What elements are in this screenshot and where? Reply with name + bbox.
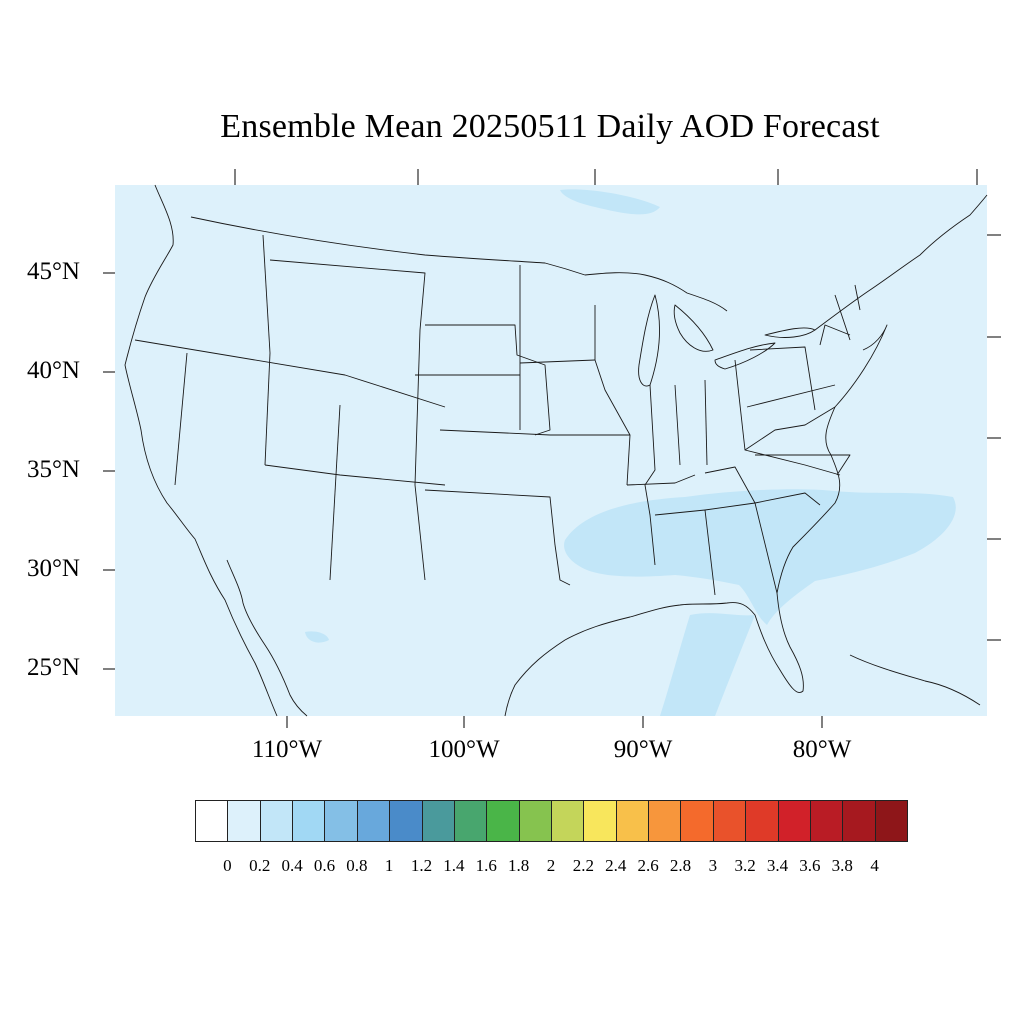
lat-label-45n: 45°N (26, 258, 80, 285)
colorbar-swatch (227, 800, 261, 842)
colorbar-swatch (356, 800, 391, 842)
colorbar-tick-label: 2.6 (637, 856, 659, 875)
colorbar-tick-label: 1.6 (475, 856, 497, 875)
colorbar-swatch (777, 800, 811, 842)
coastline-and-borders (124, 184, 988, 717)
aod-map (103, 169, 1001, 728)
colorbar-tick-label: 3.2 (734, 856, 756, 875)
lat-label-35n: 35°N (26, 456, 80, 483)
colorbar-tick-label: 0.2 (249, 856, 271, 875)
colorbar-swatch (486, 800, 520, 842)
lon-label-110w: 110°W (251, 736, 323, 763)
lat-label-25n: 25°N (26, 654, 80, 681)
colorbar-swatch (551, 800, 585, 842)
colorbar-tick-label: 4 (870, 856, 879, 875)
colorbar-tick-label: 0.6 (313, 856, 336, 875)
colorbar-swatch (421, 800, 455, 842)
colorbar-swatch (389, 800, 423, 842)
colorbar-tick-label: 3 (708, 856, 718, 875)
colorbar-tick-label: 1.2 (410, 856, 433, 875)
colorbar-tick-label: 0.4 (281, 856, 303, 875)
colorbar-swatch (453, 800, 488, 842)
lat-label-40n: 40°N (26, 357, 80, 384)
colorbar-swatch (583, 800, 617, 842)
colorbar-swatch (648, 800, 682, 842)
colorbar-swatch (680, 800, 714, 842)
colorbar-swatch (842, 800, 876, 842)
colorbar-tick-label: 3.6 (799, 856, 821, 875)
aod-background-field (115, 185, 987, 716)
colorbar-tick-label: 2 (546, 856, 556, 875)
colorbar-swatch (259, 800, 294, 842)
colorbar-tick-label: 2.2 (572, 856, 594, 875)
colorbar-tick-label: 2.4 (605, 856, 627, 875)
elevated-aod-regions (305, 189, 956, 716)
colorbar-tick-label: 3.8 (831, 856, 853, 875)
colorbar-swatch (809, 800, 844, 842)
lon-label-80w: 80°W (792, 736, 852, 763)
colorbar-swatch (874, 800, 908, 842)
colorbar-tick-label: 1 (384, 856, 394, 875)
lat-label-30n: 30°N (26, 555, 80, 582)
map-panel (103, 169, 1001, 728)
colorbar-swatch (195, 800, 229, 842)
colorbar-tick-label: 2.8 (669, 856, 692, 875)
colorbar-swatch (292, 800, 326, 842)
colorbar-swatch (324, 800, 358, 842)
lon-label-100w: 100°W (428, 736, 500, 763)
colorbar-tick-label: 3.4 (766, 856, 789, 875)
colorbar-tick-label: 1.4 (443, 856, 465, 875)
colorbar-tick-label: 1.8 (508, 856, 530, 875)
map-frame-ticks (103, 169, 1001, 728)
lon-label-90w: 90°W (613, 736, 673, 763)
colorbar-tick-label: 0 (223, 856, 232, 875)
colorbar-swatch (615, 800, 650, 842)
map-title: Ensemble Mean 20250511 Daily AOD Forecas… (220, 108, 880, 145)
colorbar-swatch (712, 800, 747, 842)
colorbar-swatch (518, 800, 552, 842)
colorbar-tick-label: 0.8 (346, 856, 368, 875)
colorbar-swatch (745, 800, 779, 842)
